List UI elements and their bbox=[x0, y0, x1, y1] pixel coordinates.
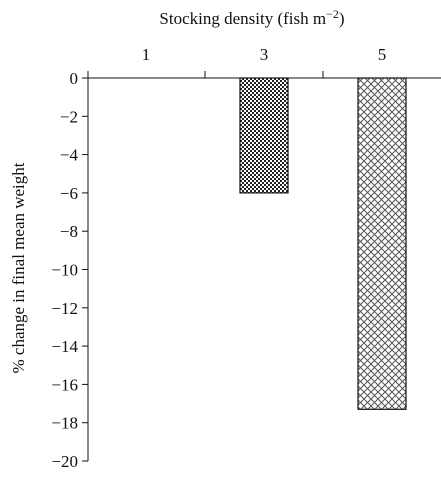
y-tick-label: −18 bbox=[51, 414, 78, 433]
x-tick-label: 3 bbox=[260, 45, 269, 64]
y-axis: 0 −2 −4 −6 −8 −10 −12 −14 −16 −18 −20 bbox=[51, 69, 89, 471]
y-tick-label: −6 bbox=[60, 184, 78, 203]
y-tick-label: −12 bbox=[51, 299, 78, 318]
y-tick-label: −16 bbox=[51, 375, 78, 394]
bar-3 bbox=[239, 77, 289, 194]
y-tick-label: −4 bbox=[60, 146, 79, 165]
y-tick-label: −8 bbox=[60, 222, 78, 241]
x-tick-label: 5 bbox=[378, 45, 387, 64]
y-tick-label: −2 bbox=[60, 107, 78, 126]
y-tick-label: −20 bbox=[51, 452, 78, 471]
y-tick-label: −14 bbox=[51, 337, 78, 356]
bar-5 bbox=[357, 77, 407, 410]
title-text: Stocking density (fish m bbox=[159, 9, 326, 28]
x-tick-label: 1 bbox=[142, 45, 151, 64]
chart-title: Stocking density (fish m−2) bbox=[159, 7, 344, 28]
y-axis-label: % change in final mean weight bbox=[9, 162, 28, 373]
x-axis: 1 3 5 bbox=[88, 45, 441, 79]
bars-group bbox=[239, 77, 407, 410]
title-suffix: ) bbox=[339, 9, 345, 28]
svg-text:Stocking density (fish m−2): Stocking density (fish m−2) bbox=[159, 7, 344, 28]
title-superscript: −2 bbox=[326, 7, 339, 21]
y-tick-label: 0 bbox=[70, 69, 79, 88]
y-tick-label: −10 bbox=[51, 261, 78, 280]
